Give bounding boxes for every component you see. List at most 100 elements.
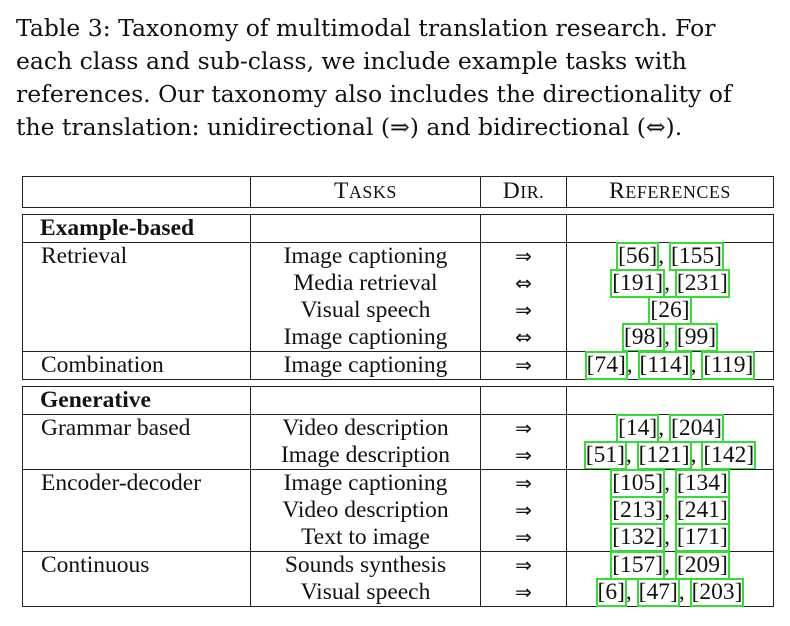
citation-link[interactable]: [171] — [674, 523, 730, 552]
citation-text[interactable]: [132] — [610, 523, 666, 552]
section-title: Example-based — [23, 215, 251, 242]
reference-list: [132], [171] — [610, 523, 730, 552]
references-cell: [157], [209] — [567, 551, 773, 580]
citation-link[interactable]: [74] — [584, 351, 628, 380]
citation-text[interactable]: [74] — [584, 351, 628, 380]
caption-line-1: Table 3: Taxonomy of multimodal translat… — [16, 14, 716, 42]
task-cell: Image captioning — [251, 470, 481, 497]
citation-text[interactable]: [47] — [636, 578, 680, 607]
citation-text[interactable]: [121] — [636, 441, 692, 470]
citation-text[interactable]: [157] — [610, 551, 666, 580]
citation-text[interactable]: [213] — [610, 496, 666, 525]
direction-cell: ⇒ — [481, 552, 567, 579]
citation-link[interactable]: [213] — [610, 496, 666, 525]
task-cell: Image captioning — [251, 352, 481, 379]
citation-text[interactable]: [155] — [669, 242, 724, 271]
citation-text[interactable]: [241] — [674, 496, 730, 525]
citation-text[interactable]: [14] — [616, 414, 660, 443]
citation-link[interactable]: [132] — [610, 523, 666, 552]
citation-link[interactable]: [26] — [648, 296, 692, 325]
section-title: Generative — [23, 387, 251, 414]
table-header: TASKS DIR. REFERENCES — [22, 176, 774, 208]
citation-text[interactable]: [114] — [637, 351, 692, 380]
direction-cell: ⇒ — [481, 579, 567, 606]
bidirectional-arrow-icon: ⇔ — [515, 271, 532, 295]
citation-link[interactable]: [191] — [610, 269, 666, 298]
citation-link[interactable]: [157] — [610, 551, 666, 580]
table-caption: Table 3: Taxonomy of multimodal translat… — [16, 12, 780, 144]
citation-text[interactable]: [204] — [669, 414, 724, 443]
references-cell: [98], [99] — [567, 323, 773, 352]
citation-link[interactable]: [121] — [636, 441, 692, 470]
reference-list: [98], [99] — [621, 323, 719, 352]
subclass-cell — [23, 497, 251, 524]
citation-text[interactable]: [6] — [595, 578, 627, 607]
citation-text[interactable]: [203] — [689, 578, 745, 607]
citation-link[interactable]: [204] — [669, 414, 724, 443]
citation-text[interactable]: [98] — [621, 323, 666, 352]
citation-link[interactable]: [155] — [669, 242, 724, 271]
table-row: Video description ⇒ [213], [241] — [23, 496, 773, 525]
citation-link[interactable]: [56] — [616, 242, 660, 271]
citation-link[interactable]: [231] — [674, 269, 730, 298]
empty-cell — [251, 387, 481, 414]
table-row: Combination Image captioning ⇒ [74], [114],… — [23, 351, 773, 380]
citation-link[interactable]: [105] — [610, 469, 666, 498]
table-row: Media retrieval ⇔ [191], [231] — [23, 269, 773, 298]
citation-link[interactable]: [209] — [674, 551, 730, 580]
task-cell: Media retrieval — [251, 270, 481, 297]
direction-cell: ⇔ — [481, 324, 567, 351]
citation-link[interactable]: [6] — [595, 578, 627, 607]
empty-cell — [567, 215, 773, 242]
header-dir: DIR. — [481, 177, 567, 207]
table-row: Visual speech ⇒ [6], [47], [203] — [23, 578, 773, 607]
table-body: Example-based Retrieval Image captioning ⇒ [… — [22, 214, 774, 607]
citation-text[interactable]: [51] — [583, 441, 627, 470]
citation-text[interactable]: [142] — [701, 441, 757, 470]
table-row: Encoder-decoder Image captioning ⇒ [105], [… — [23, 469, 773, 498]
citation-text[interactable]: [99] — [674, 323, 719, 352]
reference-list: [157], [209] — [610, 551, 730, 580]
table-row: Image captioning ⇔ [98], [99] — [23, 323, 773, 352]
citation-link[interactable]: [99] — [674, 323, 719, 352]
subclass-cell — [23, 442, 251, 469]
empty-cell — [481, 387, 567, 414]
caption-line-2: each class and sub-class, we include exa… — [16, 47, 687, 75]
direction-cell: ⇒ — [481, 470, 567, 497]
unidirectional-arrow-icon: ⇒ — [515, 553, 532, 577]
citation-text[interactable]: [105] — [610, 469, 666, 498]
subclass-name: Continuous — [41, 552, 150, 578]
citation-text[interactable]: [209] — [674, 551, 730, 580]
empty-cell — [567, 387, 773, 414]
citation-text[interactable]: [26] — [648, 296, 692, 325]
citation-link[interactable]: [134] — [674, 469, 730, 498]
task-name: Image captioning — [283, 243, 448, 269]
table-row: Text to image ⇒ [132], [171] — [23, 523, 773, 552]
table-row: Grammar based Video description ⇒ [14], [20… — [23, 414, 773, 443]
citation-text[interactable]: [171] — [674, 523, 730, 552]
references-cell: [56], [155] — [567, 242, 773, 271]
citation-link[interactable]: [14] — [616, 414, 660, 443]
citation-text[interactable]: [119] — [701, 351, 756, 380]
citation-link[interactable]: [241] — [674, 496, 730, 525]
task-name: Text to image — [301, 524, 430, 550]
table-row: Image description ⇒ [51], [121], [142] — [23, 441, 773, 470]
references-cell: [191], [231] — [567, 269, 773, 298]
citation-link[interactable]: [119] — [701, 351, 756, 380]
citation-link[interactable]: [51] — [583, 441, 627, 470]
citation-link[interactable]: [142] — [701, 441, 757, 470]
citation-link[interactable]: [114] — [637, 351, 692, 380]
unidirectional-arrow-icon: ⇒ — [515, 353, 532, 377]
reference-list: [56], [155] — [616, 242, 724, 271]
direction-cell: ⇒ — [481, 352, 567, 379]
citation-text[interactable]: [134] — [674, 469, 730, 498]
citation-text[interactable]: [231] — [674, 269, 730, 298]
task-cell: Visual speech — [251, 297, 481, 324]
task-cell: Text to image — [251, 524, 481, 551]
citation-text[interactable]: [191] — [610, 269, 666, 298]
table-row: Visual speech ⇒ [26] — [23, 296, 773, 325]
citation-link[interactable]: [47] — [636, 578, 680, 607]
citation-text[interactable]: [56] — [616, 242, 660, 271]
citation-link[interactable]: [203] — [689, 578, 745, 607]
citation-link[interactable]: [98] — [621, 323, 666, 352]
